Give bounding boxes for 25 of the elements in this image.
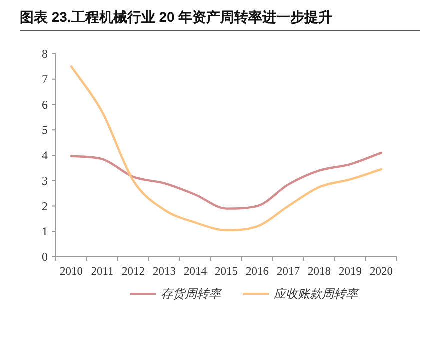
x-tick-label: 2014 [184,266,208,278]
y-tick-label: 0 [42,250,48,264]
chart-title: 图表 23.工程机械行业 20 年资产周转率进一步提升 [20,9,333,25]
y-tick-label: 8 [42,47,48,61]
y-tick-label: 1 [42,224,48,239]
y-tick-label: 2 [42,199,48,214]
x-tick-label: 2019 [339,266,362,278]
x-tick-label: 2020 [370,266,394,278]
x-tick-label: 2010 [60,266,84,278]
y-tick-label: 5 [42,123,48,138]
y-tick-label: 7 [42,72,48,86]
line-series [70,66,383,232]
legend-label: 应收账款周转率 [274,287,360,301]
y-tick-label: 6 [42,98,48,112]
legend-label: 存货周转率 [161,287,223,301]
x-tick-label: 2013 [153,266,176,278]
x-tick-label: 2011 [91,266,114,278]
x-tick-label: 2012 [122,266,146,278]
x-tick-label: 2018 [308,266,332,278]
x-tick-label: 2015 [215,266,238,278]
x-tick-label: 2016 [246,266,270,278]
y-tick-label: 4 [42,148,48,162]
x-tick-label: 2017 [277,266,300,278]
line-series [70,152,383,210]
y-tick-label: 3 [42,174,48,188]
